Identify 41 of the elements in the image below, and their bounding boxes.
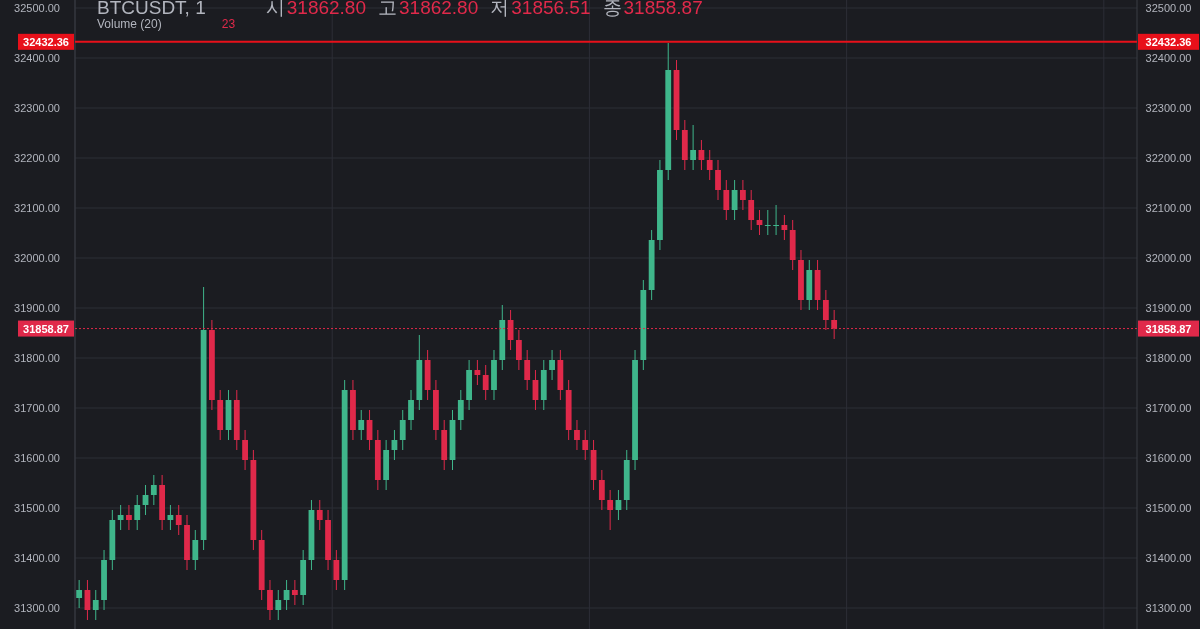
- y2-tick-label: 31300.00: [1145, 602, 1192, 614]
- annotation: BTCUSDT, 1: [97, 0, 206, 18]
- y2-tick-label: 32100.00: [1145, 202, 1192, 214]
- y2-tick-label: 31700.00: [1145, 402, 1192, 414]
- annotation: 종: [602, 0, 622, 18]
- y-tick-label: 31400.00: [14, 552, 60, 564]
- y-tick-label: 32300.00: [14, 102, 60, 114]
- y2-tick-label: 32000.00: [1145, 252, 1192, 264]
- y-tick-label: 31800.00: [14, 352, 60, 364]
- y-tick-label: 31600.00: [14, 452, 60, 464]
- y2-tick-label: 31900.00: [1145, 302, 1192, 314]
- y-tick-label: 32400.00: [14, 52, 60, 64]
- annotation: 31862.80: [399, 0, 479, 18]
- y-tick-label: 32200.00: [14, 152, 60, 164]
- y2-tick-label: 32500.00: [1145, 2, 1192, 14]
- y-tick-label: 32100.00: [14, 202, 60, 214]
- y-tick-label: 31700.00: [14, 402, 60, 414]
- y-tick-label: 32500.00: [14, 2, 60, 14]
- annotation: 저: [490, 0, 510, 18]
- annotation: Volume (20): [97, 17, 162, 31]
- annotation: 31856.51: [511, 0, 591, 18]
- y-tick-label: 32000.00: [14, 252, 60, 264]
- y-tick-label: 31900.00: [14, 302, 60, 314]
- annotation: 시: [265, 0, 285, 18]
- y2-tick-label: 31500.00: [1145, 502, 1192, 514]
- y2-tick-label: 31400.00: [1145, 552, 1192, 564]
- annotation: 23: [221, 17, 236, 31]
- y2-tick-label: 32400.00: [1145, 52, 1192, 64]
- y2-tick-label: 32300.00: [1145, 102, 1192, 114]
- annotation: 고: [378, 0, 397, 18]
- annotation: 31858.87: [623, 0, 703, 18]
- y2-tick-label: 31800.00: [1145, 352, 1192, 364]
- y-tick-label: 31500.00: [14, 502, 60, 514]
- annotation: 31862.80: [286, 0, 366, 18]
- ref-line-label: 32432.36: [23, 35, 69, 48]
- text: 31858.87: [1145, 322, 1192, 335]
- y2-tick-label: 31600.00: [1145, 452, 1192, 464]
- ref-line-label: 31858.87: [23, 322, 69, 335]
- y-tick-label: 31300.00: [14, 602, 60, 614]
- y2-tick-label: 32200.00: [1145, 152, 1192, 164]
- text: 32432.36: [1145, 35, 1192, 48]
